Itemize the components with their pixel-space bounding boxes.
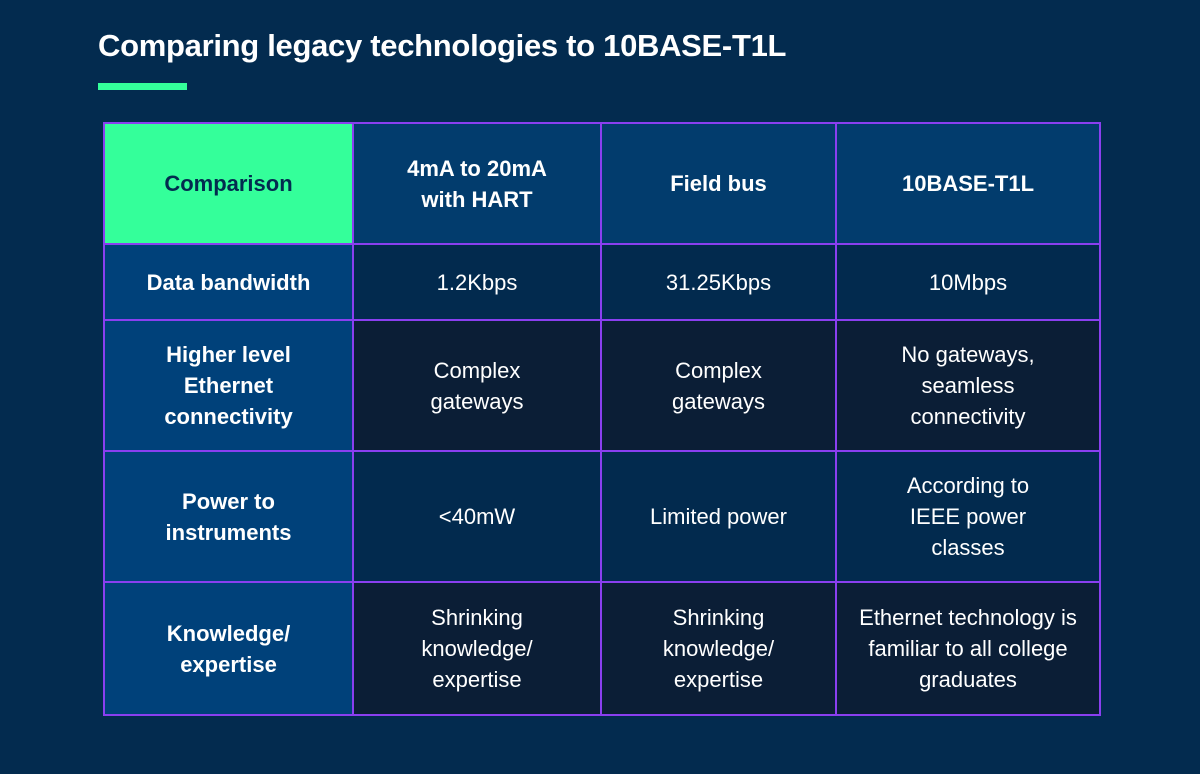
table-header-row: Comparison 4mA to 20mA with HART Field b… — [103, 122, 1101, 245]
row-label: Data bandwidth — [103, 243, 354, 321]
table-cell: No gateways, seamless connectivity — [835, 319, 1101, 452]
header-hart: 4mA to 20mA with HART — [352, 122, 602, 245]
table-cell: According to IEEE power classes — [835, 450, 1101, 583]
table-row: Higher level Ethernet connectivity Compl… — [103, 319, 1101, 452]
header-comparison: Comparison — [103, 122, 354, 245]
table-cell: Limited power — [600, 450, 837, 583]
row-label: Knowledge/ expertise — [103, 581, 354, 716]
table-cell: 1.2Kbps — [352, 243, 602, 321]
header-10base-t1l: 10BASE-T1L — [835, 122, 1101, 245]
table-cell: Shrinking knowledge/ expertise — [352, 581, 602, 716]
table-cell: Ethernet technology is familiar to all c… — [835, 581, 1101, 716]
table-row: Data bandwidth 1.2Kbps 31.25Kbps 10Mbps — [103, 243, 1101, 321]
table-cell: Complex gateways — [600, 319, 837, 452]
table-row: Knowledge/ expertise Shrinking knowledge… — [103, 581, 1101, 716]
table-cell: Shrinking knowledge/ expertise — [600, 581, 837, 716]
row-label: Power to instruments — [103, 450, 354, 583]
header-fieldbus: Field bus — [600, 122, 837, 245]
table-cell: 10Mbps — [835, 243, 1101, 321]
page-title: Comparing legacy technologies to 10BASE-… — [98, 28, 787, 63]
table-row: Power to instruments <40mW Limited power… — [103, 450, 1101, 583]
comparison-table: Comparison 4mA to 20mA with HART Field b… — [103, 122, 1101, 716]
table-cell: <40mW — [352, 450, 602, 583]
table-cell: 31.25Kbps — [600, 243, 837, 321]
table-cell: Complex gateways — [352, 319, 602, 452]
title-underline — [98, 83, 187, 90]
row-label: Higher level Ethernet connectivity — [103, 319, 354, 452]
